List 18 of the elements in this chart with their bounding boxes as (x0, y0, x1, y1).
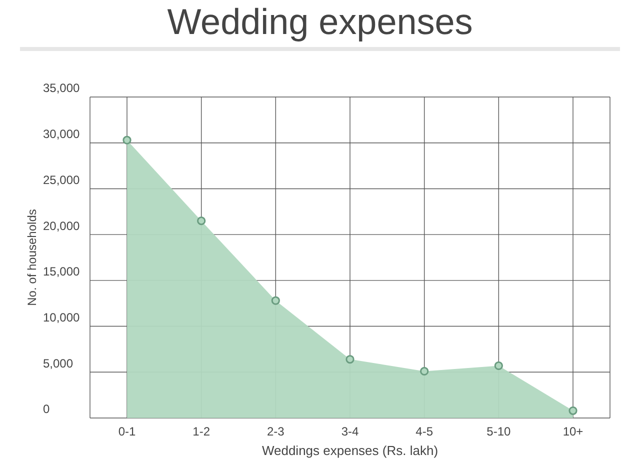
x-tick-label: 1-2 (192, 424, 210, 439)
y-tick-label: 0 (43, 402, 50, 416)
x-tick-label: 4-5 (416, 424, 434, 439)
x-tick-label: 10+ (562, 424, 584, 439)
x-tick-label: 2-3 (266, 424, 285, 439)
chart-title: Wedding expenses (167, 1, 473, 42)
x-axis-title: Weddings expenses (Rs. lakh) (262, 443, 438, 458)
x-tick-label: 5-10 (486, 424, 511, 439)
y-axis-title: No. of households (25, 209, 39, 306)
y-tick-label: 30,000 (43, 127, 80, 142)
y-tick-label: 25,000 (43, 172, 80, 187)
y-tick-label: 5,000 (43, 356, 74, 370)
y-tick-label: 35,000 (43, 81, 80, 96)
y-tick-label: 15,000 (43, 264, 80, 279)
x-tick-label: 0-1 (118, 424, 136, 439)
x-tick-label: 3-4 (341, 424, 359, 439)
y-tick-label: 10,000 (43, 310, 80, 324)
y-tick-label: 20,000 (43, 218, 80, 233)
